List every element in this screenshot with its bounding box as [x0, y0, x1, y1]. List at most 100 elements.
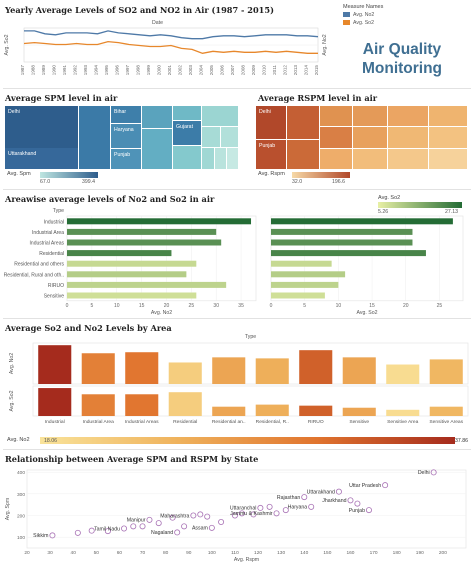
spm-tile-uttarakhand[interactable]: Uttarakhand — [5, 148, 78, 169]
spm-tile-assam[interactable] — [227, 148, 238, 169]
bar — [67, 260, 197, 267]
bar — [38, 388, 72, 416]
year-tick-label: 2003 — [188, 65, 193, 76]
point-label: Haryana — [288, 505, 308, 511]
y-tick-label: 400 — [17, 470, 25, 476]
bar — [271, 271, 346, 278]
rspm-tile-mp[interactable] — [429, 106, 467, 126]
spm-tile-bihar[interactable]: Bihar — [111, 106, 141, 123]
rspm-tile-karnataka[interactable] — [388, 149, 428, 169]
rspm-tile-wb[interactable] — [388, 106, 428, 126]
year-tick-label: 1990 — [52, 65, 57, 76]
scatter-point — [365, 507, 372, 514]
axis-tick-label: 25 — [189, 303, 195, 309]
spm-tile-kerala[interactable] — [221, 127, 238, 147]
by-area-no2-axis-label: Avg. No2 — [9, 353, 15, 374]
scatter-point — [257, 504, 264, 511]
bar — [271, 250, 426, 257]
spm-tile-odisha[interactable] — [173, 146, 201, 169]
spm-legend-min: 67.0 — [40, 179, 51, 185]
areawise-legend-min: 5.26 — [378, 209, 389, 215]
year-tick-label: 2012 — [283, 65, 288, 76]
rspm-tile-delhi[interactable]: Delhi — [256, 106, 286, 139]
axis-tick-label: 10 — [114, 303, 120, 309]
scatter-point — [218, 519, 225, 526]
divider — [3, 189, 471, 190]
rspm-tile-haryana[interactable] — [287, 140, 319, 169]
spm-tile-ap[interactable] — [202, 106, 238, 126]
year-tick-label: 2005 — [209, 65, 214, 76]
bar — [212, 357, 246, 384]
bar — [342, 407, 376, 416]
rspm-tile-odisha[interactable] — [320, 149, 352, 169]
category-label: RIRUO — [48, 283, 64, 289]
rspm-label-delhi: Delhi — [259, 109, 271, 115]
rspm-tile-tn[interactable] — [429, 149, 467, 169]
year-tick-label: 2015 — [314, 65, 319, 76]
year-tick-label: 1997 — [125, 65, 130, 76]
rspm-tile-up[interactable] — [287, 106, 319, 139]
spm-tile-tn[interactable] — [215, 148, 226, 169]
spm-tile-up[interactable] — [142, 106, 172, 128]
scatter-point — [104, 528, 111, 535]
year-tick-label: 2000 — [157, 65, 162, 76]
rspm-tile-bihar[interactable] — [353, 106, 387, 126]
by-area-legend-title: Avg. No2 — [7, 437, 30, 443]
yearly-legend-item-no2[interactable]: Avg. No2 — [343, 12, 383, 18]
x-tick-label: 170 — [370, 550, 378, 556]
bar — [299, 350, 333, 384]
bar — [81, 394, 115, 416]
rspm-tile-gujarat[interactable] — [353, 127, 387, 148]
by-area-legend-max: 37.86 — [455, 438, 468, 444]
spm-tile-gujarat[interactable]: Gujarat — [173, 121, 201, 145]
category-label: Residential and others — [14, 262, 64, 268]
category-label: Sensitive Area — [387, 419, 419, 425]
category-label: Sensitive Areas — [429, 419, 463, 425]
rspm-tile-maharashtra[interactable] — [388, 127, 428, 148]
category-label: Residential — [39, 251, 64, 257]
scatter-point — [347, 497, 354, 504]
year-tick-label: 2009 — [251, 65, 256, 76]
spm-label-haryana: Haryana — [114, 127, 134, 133]
plot-frame — [32, 342, 469, 385]
bar — [212, 406, 246, 416]
category-label: Residential, Rural and oth.. — [4, 272, 64, 278]
areawise-title: Areawise average levels of No2 and So2 i… — [5, 194, 215, 204]
spm-tile-goa[interactable] — [202, 148, 214, 169]
spm-map-title: Average SPM level in air — [5, 93, 118, 103]
spm-label-punjab: Punjab — [114, 152, 131, 158]
x-tick-label: 130 — [277, 550, 285, 556]
spm-tile-punjab[interactable]: Punjab — [111, 149, 141, 169]
rspm-tile-ap[interactable] — [353, 149, 387, 169]
bar — [125, 352, 159, 384]
spm-tile-haryana[interactable]: Haryana — [111, 124, 141, 148]
spm-tile-mp[interactable] — [142, 129, 172, 169]
spm-tile-rajasthan[interactable] — [79, 106, 110, 169]
bar — [168, 392, 202, 416]
spm-treemap: Delhi Uttarakhand Bihar Haryana Punjab G… — [5, 106, 238, 169]
series-line-so2 — [23, 40, 318, 54]
category-label: Residential, R.. — [256, 419, 289, 425]
rspm-label-punjab: Punjab — [259, 143, 276, 149]
scatter-point — [190, 512, 197, 519]
category-label: RIRUO — [308, 419, 324, 425]
spm-tile-karnataka[interactable] — [202, 127, 220, 147]
scatter-point — [301, 494, 308, 501]
yearly-legend-item-so2[interactable]: Avg. So2 — [343, 20, 383, 26]
rspm-tile-jharkhand[interactable] — [320, 127, 352, 148]
scatter-point — [231, 512, 238, 519]
year-tick-label: 2007 — [230, 65, 235, 76]
year-tick-label: 1988 — [31, 65, 36, 76]
axis-tick-label: 10 — [336, 303, 342, 309]
bar — [271, 292, 325, 299]
category-label: Industrial Area — [32, 230, 64, 236]
plot-frame — [26, 469, 467, 549]
axis-tick-label: 20 — [403, 303, 409, 309]
year-tick-label: 2001 — [167, 65, 172, 76]
rspm-tile-chandigarh[interactable] — [429, 127, 467, 148]
rspm-tile-rajasthan[interactable] — [320, 106, 352, 126]
category-label: Industrial Area — [83, 419, 115, 425]
rspm-tile-punjab[interactable]: Punjab — [256, 140, 286, 169]
spm-tile-wb[interactable] — [173, 106, 201, 120]
divider — [3, 88, 471, 89]
